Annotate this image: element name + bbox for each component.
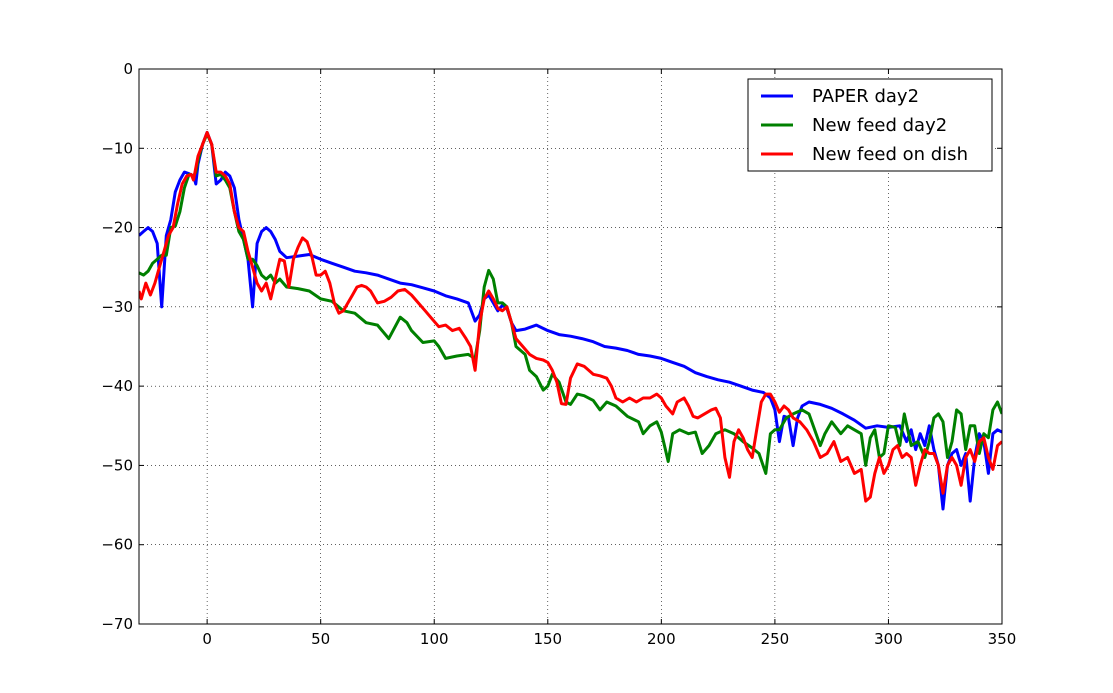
series-line-0	[139, 130, 1002, 511]
x-tick-label: 250	[761, 630, 790, 648]
x-tick-label: 50	[311, 630, 330, 648]
tick-labels: 0 50 100 150 200 250 300 350 0 −10 −20 −30 −40 −50 −60…	[101, 60, 1016, 648]
legend-label: PAPER day2	[812, 86, 919, 107]
plot-frame	[138, 68, 1003, 625]
x-tick-label: 350	[988, 630, 1017, 648]
y-tick-label: −30	[101, 298, 133, 316]
x-tick-label: 200	[647, 630, 676, 648]
series-lines	[139, 130, 1002, 511]
x-tick-label: 100	[420, 630, 449, 648]
y-tick-label: −50	[101, 456, 133, 474]
legend: PAPER day2 New feed day2 New feed on dish	[747, 78, 993, 172]
y-tick-label: 0	[123, 60, 133, 78]
series-line-1	[139, 132, 1002, 475]
series-line-2	[139, 130, 1002, 503]
x-tick-label: 150	[533, 630, 562, 648]
x-tick-label: 0	[202, 630, 212, 648]
y-tick-label: −20	[101, 219, 133, 237]
x-tick-label: 300	[874, 630, 903, 648]
axis-ticks	[139, 68, 1003, 625]
legend-label: New feed on dish	[812, 144, 968, 165]
y-tick-label: −70	[101, 615, 133, 633]
legend-label: New feed day2	[812, 115, 947, 136]
y-tick-label: −60	[101, 536, 133, 554]
y-tick-label: −10	[101, 139, 133, 157]
y-tick-label: −40	[101, 377, 133, 395]
